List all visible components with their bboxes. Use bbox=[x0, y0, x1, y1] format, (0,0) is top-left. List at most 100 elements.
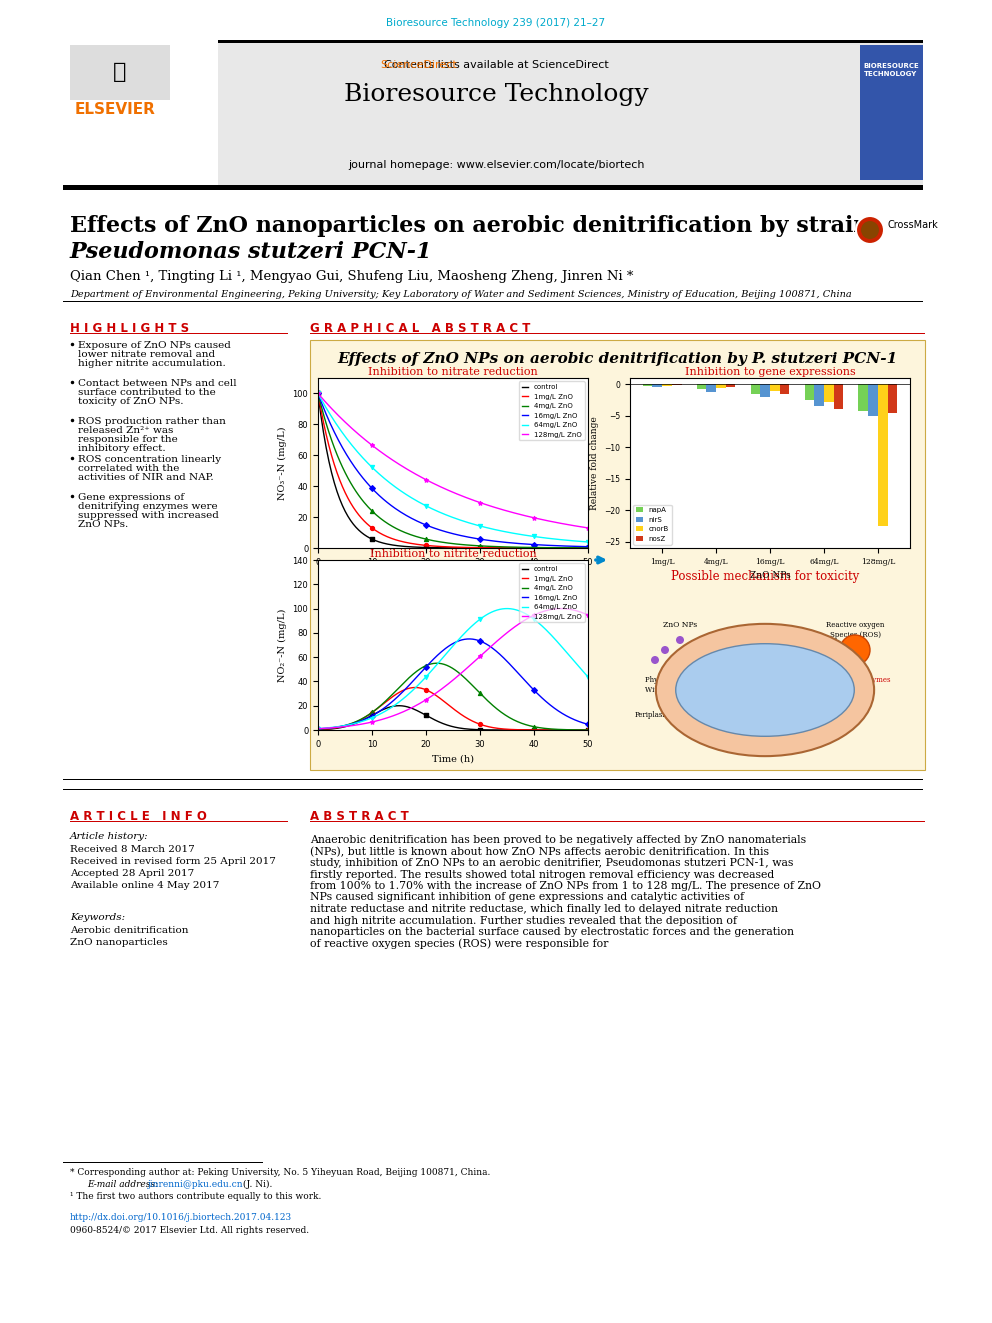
4mg/L ZnO bbox=[362, 499, 374, 515]
Text: NPs caused significant inhibition of gene expressions and catalytic activities o: NPs caused significant inhibition of gen… bbox=[310, 893, 744, 902]
Text: firstly reported. The results showed total nitrogen removal efficiency was decre: firstly reported. The results showed tot… bbox=[310, 869, 774, 880]
Line: control: control bbox=[318, 393, 588, 548]
Text: Cytoplasm: Cytoplasm bbox=[745, 665, 786, 673]
Text: H I G H L I G H T S: H I G H L I G H T S bbox=[70, 321, 189, 335]
Line: 4mg/L ZnO: 4mg/L ZnO bbox=[318, 393, 588, 548]
64mg/L ZnO bbox=[312, 721, 324, 737]
Bar bbox=[310, 340, 925, 770]
Text: suppressed with increased: suppressed with increased bbox=[78, 511, 219, 520]
Point bbox=[418, 689, 434, 710]
Point bbox=[580, 532, 596, 553]
Y-axis label: NO₂⁻-N (mg/L): NO₂⁻-N (mg/L) bbox=[278, 609, 287, 681]
Text: and high nitrite accumulation. Further studies revealed that the deposition of: and high nitrite accumulation. Further s… bbox=[310, 916, 737, 926]
Line: 128mg/L ZnO: 128mg/L ZnO bbox=[318, 609, 588, 729]
Point bbox=[364, 705, 380, 726]
Circle shape bbox=[840, 635, 870, 665]
64mg/L ZnO bbox=[362, 712, 374, 728]
Circle shape bbox=[861, 221, 879, 239]
128mg/L ZnO bbox=[328, 404, 340, 419]
16mg/L ZnO bbox=[582, 538, 594, 554]
Text: responsible for the: responsible for the bbox=[78, 435, 178, 445]
4mg/L ZnO bbox=[560, 722, 572, 738]
Bar bbox=[63, 40, 923, 185]
Text: Periplasmic: Periplasmic bbox=[634, 710, 676, 718]
64mg/L ZnO bbox=[323, 405, 335, 421]
Point bbox=[580, 713, 596, 734]
128mg/L ZnO bbox=[312, 721, 324, 737]
Legend: control, 1mg/L ZnO, 4mg/L ZnO, 16mg/L ZnO, 64mg/L ZnO, 128mg/L ZnO: control, 1mg/L ZnO, 4mg/L ZnO, 16mg/L Zn… bbox=[519, 381, 584, 441]
Point bbox=[526, 537, 542, 558]
Text: 🌳: 🌳 bbox=[113, 61, 127, 83]
Text: CrossMark: CrossMark bbox=[888, 220, 938, 230]
Point bbox=[526, 609, 542, 630]
4mg/L ZnO bbox=[568, 540, 580, 556]
Text: surface contributed to the: surface contributed to the bbox=[78, 388, 215, 397]
Bar bbox=[70, 45, 170, 101]
Text: study, inhibition of ZnO NPs to an aerobic denitrifier, Pseudomonas stutzeri PCN: study, inhibition of ZnO NPs to an aerob… bbox=[310, 859, 794, 868]
Bar bbox=[760, 384, 770, 397]
128mg/L ZnO bbox=[568, 517, 580, 533]
Point bbox=[472, 720, 488, 741]
X-axis label: Time (h): Time (h) bbox=[432, 754, 474, 763]
Point bbox=[364, 705, 380, 726]
16mg/L ZnO bbox=[568, 538, 580, 554]
Text: Bioresource Technology: Bioresource Technology bbox=[343, 83, 649, 106]
Point bbox=[526, 537, 542, 558]
Circle shape bbox=[686, 651, 694, 659]
4mg/L ZnO bbox=[569, 722, 581, 738]
64mg/L ZnO bbox=[569, 655, 581, 671]
Text: A R T I C L E   I N F O: A R T I C L E I N F O bbox=[70, 810, 207, 823]
control bbox=[362, 529, 374, 545]
Point bbox=[310, 382, 326, 404]
Bar bbox=[868, 384, 878, 415]
16mg/L ZnO bbox=[328, 425, 340, 441]
Bar bbox=[878, 384, 888, 527]
Text: Accepted 28 April 2017: Accepted 28 April 2017 bbox=[70, 869, 194, 878]
Bar bbox=[751, 384, 760, 394]
4mg/L ZnO bbox=[362, 708, 374, 724]
64mg/L ZnO bbox=[323, 720, 335, 736]
Bar bbox=[696, 384, 706, 389]
Point bbox=[580, 720, 596, 741]
Text: higher nitrite accumulation.: higher nitrite accumulation. bbox=[78, 359, 226, 368]
Text: * Corresponding author at: Peking University, No. 5 Yiheyuan Road, Beijing 10087: * Corresponding author at: Peking Univer… bbox=[70, 1168, 490, 1177]
Bar bbox=[716, 384, 726, 388]
16mg/L ZnO bbox=[384, 496, 396, 512]
Line: 64mg/L ZnO: 64mg/L ZnO bbox=[318, 393, 588, 542]
16mg/L ZnO bbox=[323, 720, 335, 736]
Point bbox=[472, 537, 488, 558]
64mg/L ZnO bbox=[328, 720, 340, 736]
Point bbox=[364, 703, 380, 724]
Bar bbox=[770, 384, 780, 390]
Point bbox=[472, 492, 488, 513]
64mg/L ZnO bbox=[362, 455, 374, 471]
control bbox=[384, 699, 396, 714]
Point bbox=[310, 382, 326, 404]
Point bbox=[364, 712, 380, 733]
Text: Aerobic denitrification: Aerobic denitrification bbox=[70, 926, 188, 935]
Point bbox=[310, 718, 326, 740]
Point bbox=[310, 720, 326, 741]
Title: Inhibition to nitrite reduction: Inhibition to nitrite reduction bbox=[370, 549, 537, 560]
1mg/L ZnO bbox=[362, 517, 374, 533]
Point bbox=[310, 718, 326, 740]
128mg/L ZnO bbox=[558, 516, 570, 532]
Title: Inhibition to gene expressions: Inhibition to gene expressions bbox=[684, 368, 855, 377]
16mg/L ZnO bbox=[312, 721, 324, 737]
Text: toxicity of ZnO NPs.: toxicity of ZnO NPs. bbox=[78, 397, 184, 406]
Point bbox=[526, 720, 542, 741]
1mg/L ZnO bbox=[384, 529, 396, 545]
Bar bbox=[805, 384, 814, 400]
Text: ROS: ROS bbox=[846, 646, 864, 655]
Text: E-mail address:: E-mail address: bbox=[87, 1180, 158, 1189]
Bar bbox=[63, 185, 923, 191]
Line: 1mg/L ZnO: 1mg/L ZnO bbox=[318, 688, 588, 730]
Point bbox=[418, 667, 434, 688]
64mg/L ZnO bbox=[328, 413, 340, 429]
Text: nitrate reductase and nitrite reductase, which finally led to delayed nitrate re: nitrate reductase and nitrite reductase,… bbox=[310, 904, 778, 914]
1mg/L ZnO bbox=[582, 540, 594, 556]
control bbox=[328, 475, 340, 491]
control bbox=[384, 537, 396, 553]
128mg/L ZnO bbox=[323, 398, 335, 414]
Text: G R A P H I C A L   A B S T R A C T: G R A P H I C A L A B S T R A C T bbox=[310, 321, 531, 335]
